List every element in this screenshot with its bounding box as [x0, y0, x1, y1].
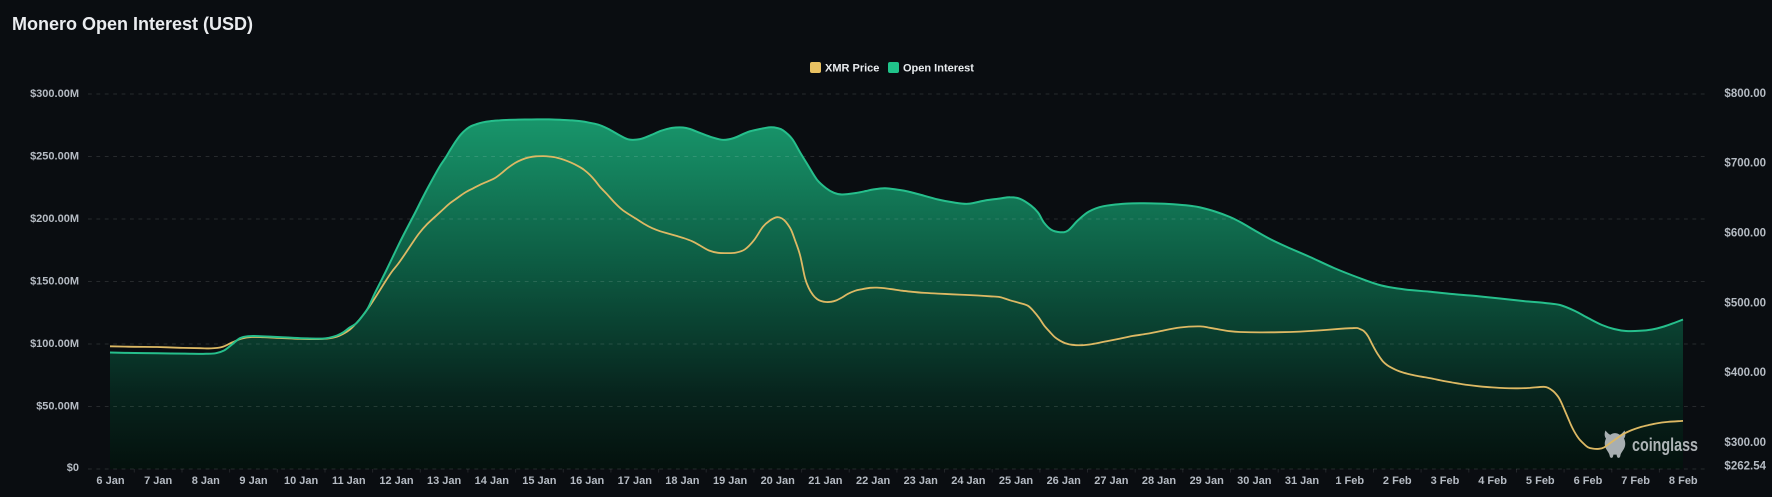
svg-text:6 Feb: 6 Feb: [1574, 475, 1603, 487]
svg-text:30 Jan: 30 Jan: [1237, 475, 1272, 487]
svg-text:$200.00M: $200.00M: [30, 213, 79, 225]
svg-text:6 Jan: 6 Jan: [96, 475, 124, 487]
svg-text:3 Feb: 3 Feb: [1431, 475, 1460, 487]
svg-text:17 Jan: 17 Jan: [618, 475, 653, 487]
svg-text:18 Jan: 18 Jan: [665, 475, 700, 487]
svg-text:2 Feb: 2 Feb: [1383, 475, 1412, 487]
svg-text:$500.00: $500.00: [1724, 297, 1766, 309]
svg-text:coinglass: coinglass: [1632, 435, 1698, 455]
svg-text:28 Jan: 28 Jan: [1142, 475, 1177, 487]
svg-text:$100.00M: $100.00M: [30, 338, 79, 350]
svg-text:9 Jan: 9 Jan: [239, 475, 267, 487]
svg-text:13 Jan: 13 Jan: [427, 475, 462, 487]
svg-text:$150.00M: $150.00M: [30, 276, 79, 288]
svg-text:26 Jan: 26 Jan: [1047, 475, 1082, 487]
svg-text:4 Feb: 4 Feb: [1478, 475, 1507, 487]
svg-text:12 Jan: 12 Jan: [379, 475, 414, 487]
svg-text:16 Jan: 16 Jan: [570, 475, 605, 487]
svg-text:11 Jan: 11 Jan: [332, 475, 366, 487]
svg-text:$800.00: $800.00: [1724, 88, 1766, 100]
svg-text:XMR Price: XMR Price: [825, 63, 879, 75]
svg-text:8 Jan: 8 Jan: [192, 475, 220, 487]
svg-text:7 Feb: 7 Feb: [1621, 475, 1650, 487]
svg-text:31 Jan: 31 Jan: [1285, 475, 1320, 487]
svg-text:24 Jan: 24 Jan: [951, 475, 986, 487]
svg-text:$50.00M: $50.00M: [36, 401, 79, 413]
svg-text:23 Jan: 23 Jan: [904, 475, 939, 487]
svg-text:1 Feb: 1 Feb: [1335, 475, 1364, 487]
svg-text:19 Jan: 19 Jan: [713, 475, 748, 487]
svg-text:$600.00: $600.00: [1724, 228, 1766, 240]
svg-text:8 Feb: 8 Feb: [1669, 475, 1698, 487]
svg-text:20 Jan: 20 Jan: [761, 475, 796, 487]
svg-text:21 Jan: 21 Jan: [808, 475, 843, 487]
svg-text:15 Jan: 15 Jan: [522, 475, 557, 487]
svg-text:29 Jan: 29 Jan: [1190, 475, 1225, 487]
svg-text:10 Jan: 10 Jan: [284, 475, 319, 487]
svg-text:$700.00: $700.00: [1724, 158, 1766, 170]
svg-text:$300.00: $300.00: [1724, 437, 1766, 449]
svg-text:Monero Open Interest (USD): Monero Open Interest (USD): [12, 14, 253, 34]
svg-text:$262.54: $262.54: [1724, 461, 1766, 473]
svg-text:$250.00M: $250.00M: [30, 151, 79, 163]
svg-text:25 Jan: 25 Jan: [999, 475, 1034, 487]
svg-text:7 Jan: 7 Jan: [144, 475, 172, 487]
svg-text:5 Feb: 5 Feb: [1526, 475, 1555, 487]
svg-text:27 Jan: 27 Jan: [1094, 475, 1129, 487]
svg-text:Open Interest: Open Interest: [903, 63, 974, 75]
svg-text:$400.00: $400.00: [1724, 367, 1766, 379]
svg-text:$0: $0: [67, 462, 79, 474]
svg-text:14 Jan: 14 Jan: [475, 475, 510, 487]
svg-text:$300.00M: $300.00M: [30, 88, 79, 100]
svg-text:22 Jan: 22 Jan: [856, 475, 891, 487]
